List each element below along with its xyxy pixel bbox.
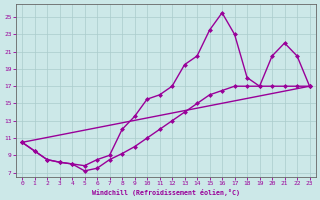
X-axis label: Windchill (Refroidissement éolien,°C): Windchill (Refroidissement éolien,°C) <box>92 189 240 196</box>
